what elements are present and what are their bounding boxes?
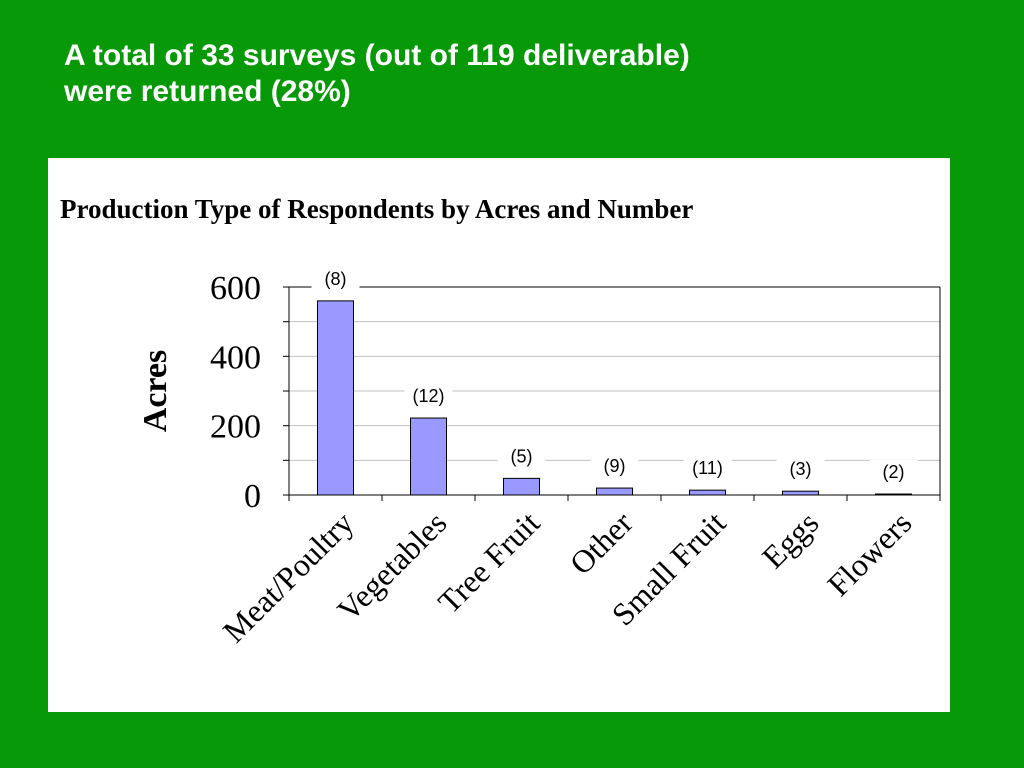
bar-eggs xyxy=(782,490,819,496)
slide-title-line-2: were returned (28%) xyxy=(64,75,351,108)
bar-tree-fruit xyxy=(503,477,540,496)
data-label-background xyxy=(590,454,639,479)
y-tick-label: 400 xyxy=(210,339,261,376)
data-label: (8) xyxy=(325,269,347,289)
category-label: Tree Fruit xyxy=(431,504,547,620)
bars xyxy=(317,300,912,496)
bar-other xyxy=(596,487,633,496)
category-label: Meat/Poultry xyxy=(216,504,361,649)
data-label: (2) xyxy=(883,462,905,482)
chart-title: Production Type of Respondents by Acres … xyxy=(60,194,694,224)
data-label: (5) xyxy=(511,446,533,466)
data-label-background xyxy=(311,266,360,291)
bar-small-fruit xyxy=(689,489,726,496)
data-label-background xyxy=(869,460,918,484)
data-labels: (8) (12) (5) (9) (11) (3) (2) xyxy=(311,266,918,484)
category-label: Other xyxy=(562,504,639,581)
y-tick-label: 0 xyxy=(244,478,261,515)
category-label: Flowers xyxy=(820,504,918,602)
category-label: Eggs xyxy=(755,504,826,575)
bar-flowers xyxy=(875,493,912,496)
data-label: (12) xyxy=(412,386,444,406)
data-label-background xyxy=(776,457,825,482)
data-label-background xyxy=(497,444,546,469)
bar-meat-poultry xyxy=(317,300,354,496)
bar-vegetables xyxy=(410,417,447,496)
data-label: (9) xyxy=(604,456,626,476)
y-tick-label: 600 xyxy=(210,270,261,307)
slide-title: A total of 33 surveys (out of 119 delive… xyxy=(64,38,964,110)
data-label-background xyxy=(404,384,453,409)
y-tick-labels: 0 200 400 600 xyxy=(210,270,261,515)
slide-title-line-1: A total of 33 surveys (out of 119 delive… xyxy=(64,39,690,72)
y-tick-label: 200 xyxy=(210,409,261,446)
data-label: (11) xyxy=(692,458,723,478)
chart-panel xyxy=(48,158,950,712)
data-label-background xyxy=(683,456,732,481)
grid-lines xyxy=(289,286,940,461)
y-axis-label: Acres xyxy=(137,350,174,432)
data-label: (3) xyxy=(790,459,812,479)
